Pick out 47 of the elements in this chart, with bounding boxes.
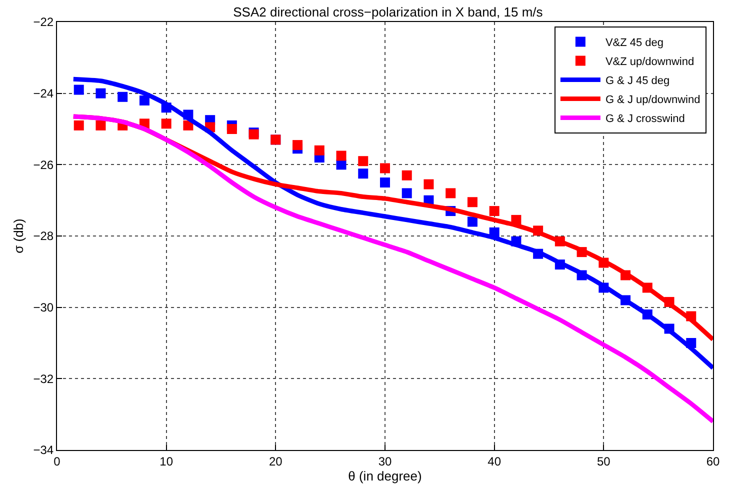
y-tick-label: −28 xyxy=(33,229,54,244)
point xyxy=(96,88,106,98)
point xyxy=(183,120,194,130)
y-tick-label: −26 xyxy=(33,158,54,172)
point xyxy=(292,140,303,150)
point xyxy=(424,179,434,190)
point xyxy=(314,145,324,156)
x-tick-label: 50 xyxy=(596,454,611,468)
point xyxy=(74,84,84,95)
x-tick-label: 0 xyxy=(54,454,61,468)
point xyxy=(402,170,412,180)
point xyxy=(118,92,128,102)
point xyxy=(467,197,478,208)
point xyxy=(139,95,150,106)
legend-label: V&Z up/downwind xyxy=(605,56,694,68)
point xyxy=(489,206,500,216)
point xyxy=(402,188,412,198)
y-tick-label: −30 xyxy=(33,300,54,315)
line-series xyxy=(71,76,713,370)
x-tick-label: 60 xyxy=(706,454,720,468)
point xyxy=(226,124,237,134)
point xyxy=(96,120,106,130)
x-tick-label: 40 xyxy=(488,454,502,468)
point xyxy=(358,156,368,166)
y-axis-title: σ (db) xyxy=(11,218,26,254)
y-tick-label: −24 xyxy=(33,86,54,101)
legend-label: G & J up/downwind xyxy=(605,94,700,106)
point xyxy=(336,150,346,161)
line-series xyxy=(71,114,713,424)
point xyxy=(467,216,478,227)
legend-label: V&Z 45 deg xyxy=(605,37,664,50)
x-tick-label: 30 xyxy=(378,454,392,468)
chart-title: SSA2 directional cross−polarization in X band, 15 m/s xyxy=(233,4,544,20)
y-tick-label: −34 xyxy=(33,443,54,458)
point xyxy=(446,188,456,198)
point xyxy=(380,178,390,188)
point xyxy=(380,163,390,174)
y-tick-label: −32 xyxy=(33,372,54,386)
point xyxy=(74,120,84,130)
x-tick-label: 10 xyxy=(160,454,174,468)
point xyxy=(358,168,368,179)
legend-label: G & J 45 deg xyxy=(605,75,670,88)
legend-label: G & J crosswind xyxy=(605,113,685,126)
y-tick-label: −22 xyxy=(33,15,54,30)
x-axis-title: θ (in degree) xyxy=(348,468,422,484)
x-tick-label: 20 xyxy=(268,454,283,468)
point xyxy=(161,118,172,129)
